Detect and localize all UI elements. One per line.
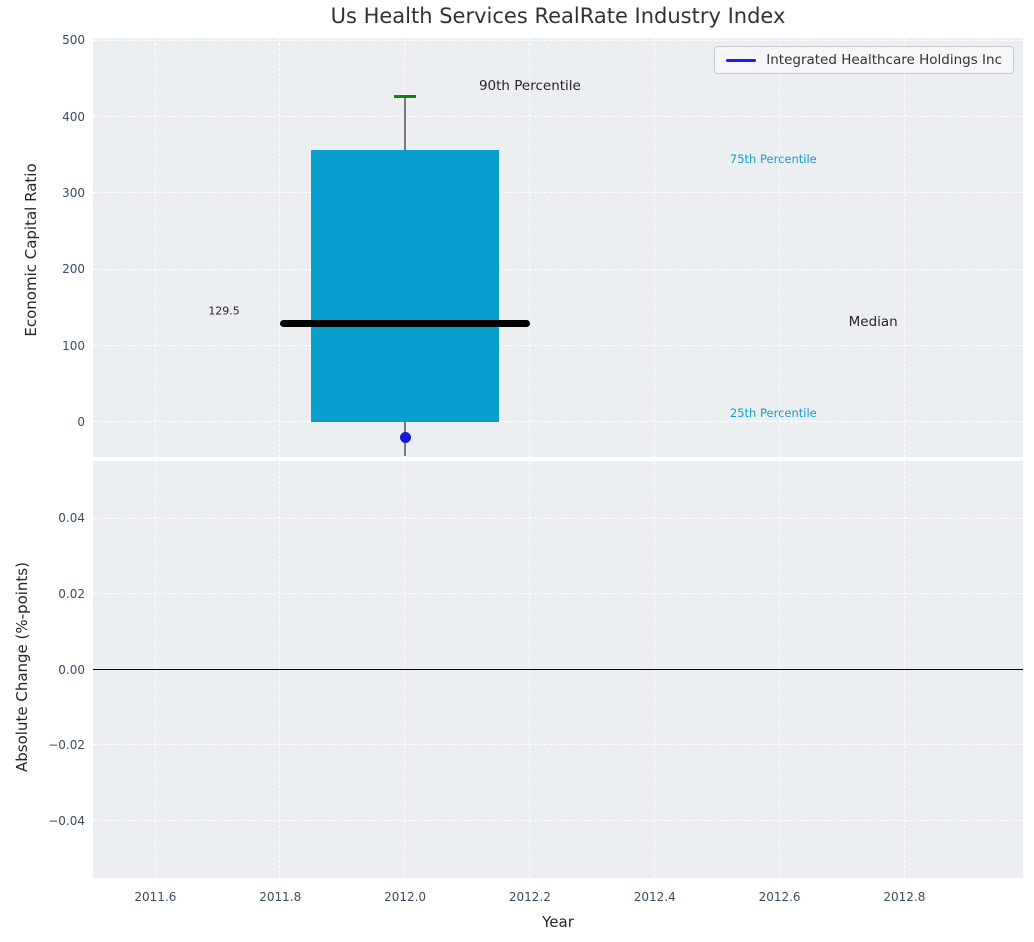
gridline-horizontal [93,593,1023,595]
company-point-marker [399,431,411,443]
gridline-horizontal [93,192,1023,194]
90th-percentile-cap [393,94,417,98]
gridline-vertical [903,38,905,457]
gridline-vertical [778,38,780,457]
y-tick-label: −0.04 [48,813,85,828]
y-tick-label: 0.00 [58,662,85,677]
legend-line-sample [726,58,757,62]
interquartile-box [311,150,499,422]
x-axis-label-year: Year [542,913,574,931]
gridline-vertical [154,38,156,457]
x-tick-label: 2012.8 [883,890,926,904]
y-tick-label: 300 [62,185,85,200]
gridline-horizontal [93,421,1023,423]
y-tick-label: 100 [62,338,85,353]
y-tick-label: 200 [62,262,85,277]
gridline-horizontal [93,744,1023,746]
annotation: 25th Percentile [729,405,817,420]
x-tick-label: 2012.4 [633,890,676,904]
gridlines-top [93,38,1023,457]
annotation: 129.5 [208,304,240,318]
x-tick-label: 2012.6 [758,890,801,904]
zero-baseline [93,668,1023,671]
gridline-vertical [529,38,531,457]
y-tick-label: 500 [62,33,85,48]
y-tick-label: −0.02 [48,738,85,753]
y-tick-label: 0.02 [58,586,85,601]
gridline-horizontal [93,268,1023,270]
gridline-vertical [279,38,281,457]
x-tick-label: 2012.0 [384,890,427,904]
annotation: Median [848,313,898,330]
gridline-horizontal [93,39,1023,41]
legend-label: Integrated Healthcare Holdings Inc [766,52,1002,68]
x-tick-label: 2011.6 [134,890,177,904]
gridline-horizontal [93,819,1023,821]
chart-title: Us Health Services RealRate Industry Ind… [330,4,786,28]
x-tick-label: 2012.2 [508,890,551,904]
annotation: 90th Percentile [478,78,581,95]
y-tick-label: 0.04 [58,511,85,526]
y-tick-label: 400 [62,109,85,124]
gridline-vertical [653,38,655,457]
x-tick-label: 2011.8 [259,890,302,904]
gridline-horizontal [93,115,1023,117]
median-line [280,319,530,327]
legend: Integrated Healthcare Holdings Inc [714,46,1014,74]
gridline-horizontal [93,344,1023,346]
annotation: 75th Percentile [729,151,817,166]
axes-economic-capital-ratio: 90th Percentile 75th Percentile Median 25th… [93,38,1023,457]
y-tick-label: 0 [77,414,85,429]
axes-absolute-change [93,461,1023,878]
gridline-horizontal [93,517,1023,519]
